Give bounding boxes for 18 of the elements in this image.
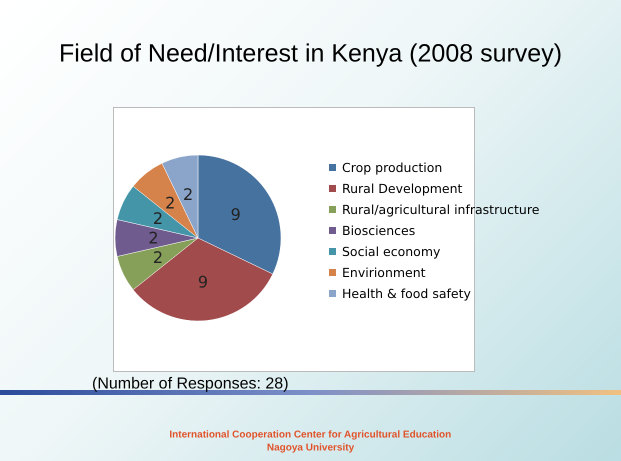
data-label: 9 [198,272,208,292]
legend-label: Envirionment [342,265,426,280]
legend-label: Rural/agricultural infrastructure [342,202,540,217]
legend-label: Health & food safety [342,286,472,301]
legend-label: Crop production [342,160,442,175]
data-label: 2 [152,248,164,267]
data-label: 2 [165,194,176,213]
text: (Number of Responses: 28) [92,376,289,392]
data-label: 2 [148,228,159,248]
text: Nagoya University [266,442,355,454]
data-label: 9 [230,204,241,224]
data-label: 2 [183,185,194,204]
legend-label: Biosciences [342,223,416,238]
chart-title: Field of Need/Interest in Kenya (2008 survey) [58,40,562,68]
legend-label: Rural Development [342,181,463,196]
legend-label: Social economy [342,244,441,259]
text: International Cooperation Center for Agricultural Education [169,430,452,440]
data-label: 2 [152,209,164,228]
